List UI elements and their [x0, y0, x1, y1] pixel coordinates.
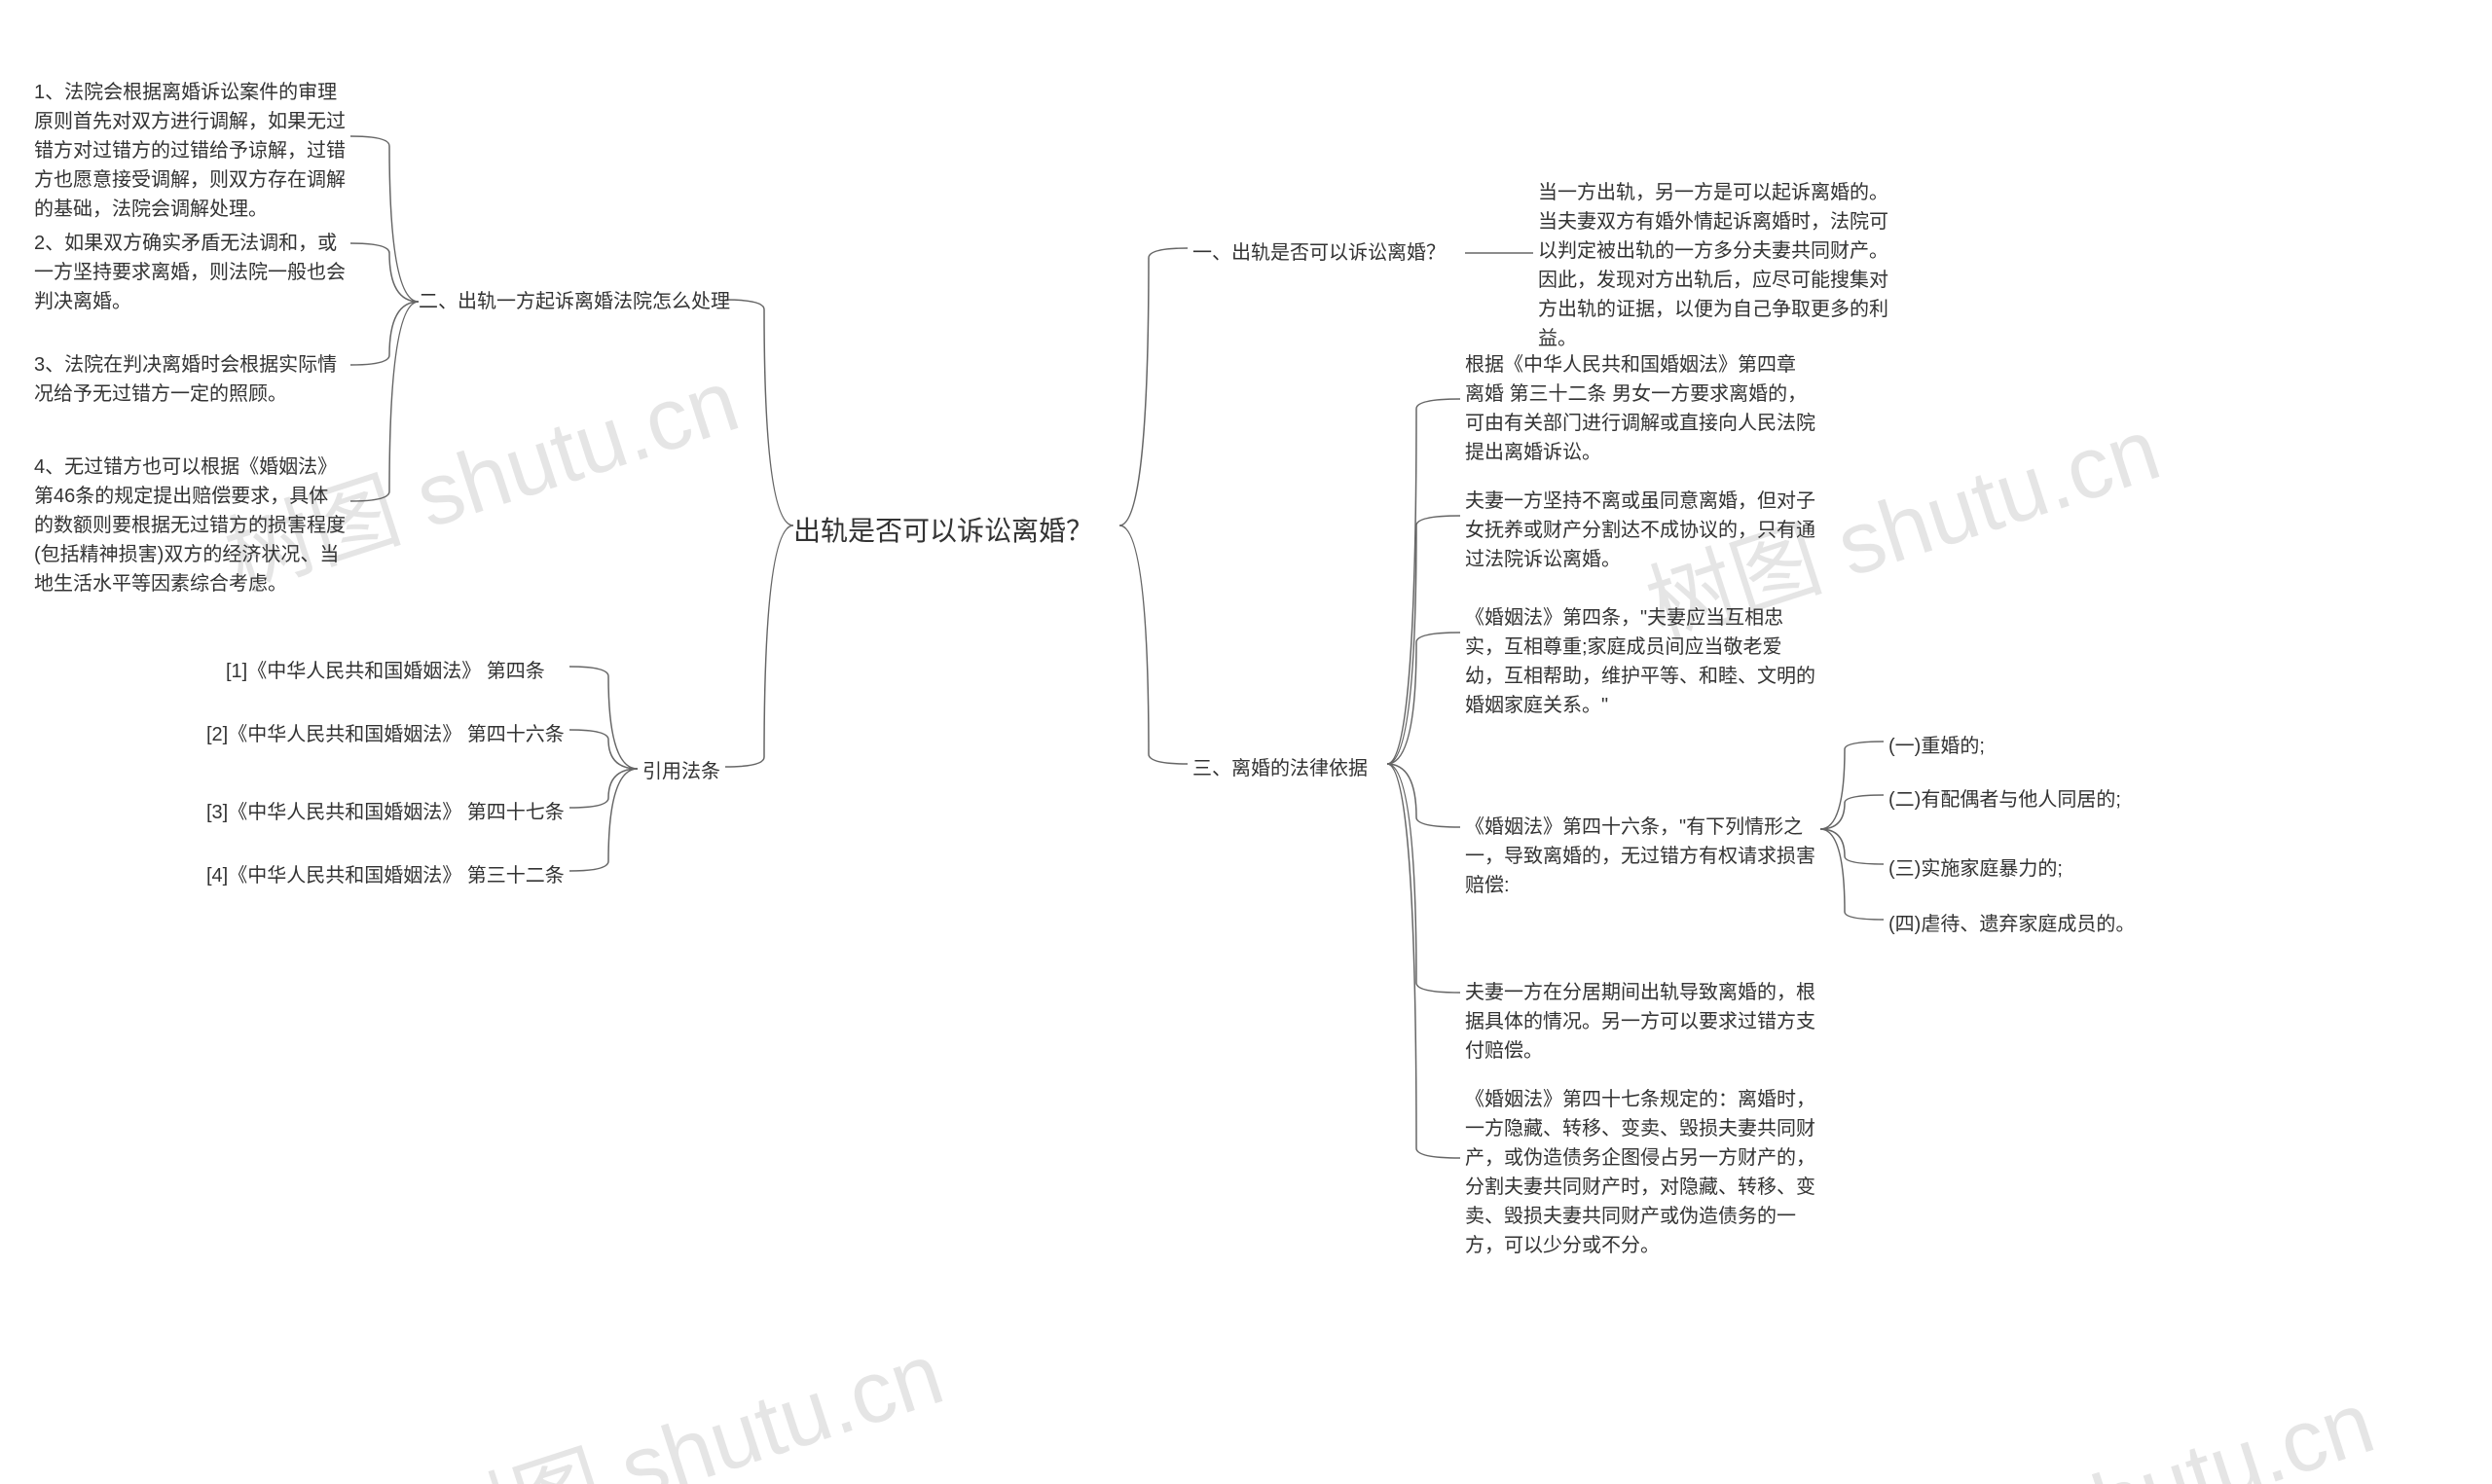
right-3-child-3: 《婚姻法》第四十六条，"有下列情形之一，导致离婚的，无过错方有权请求损害赔偿:	[1465, 813, 1815, 900]
mindmap-canvas: 树图 shutu.cn 树图 shutu.cn 树图 shutu.cn 树图 s…	[0, 0, 2492, 1484]
right-3-child-2: 《婚姻法》第四条，"夫妻应当互相忠实，互相尊重;家庭成员间应当敬老爱幼，互相帮助…	[1465, 603, 1815, 720]
watermark: 树图 shutu.cn	[412, 1303, 956, 1484]
right-1-child-0: 当一方出轨，另一方是可以起诉离婚的。当夫妻双方有婚外情起诉离婚时，法院可以判定被…	[1538, 178, 1888, 353]
conn-l2	[350, 136, 419, 506]
left-2-child-3: 4、无过错方也可以根据《婚姻法》第46条的规定提出赔偿要求，具体的数额则要根据无…	[34, 452, 346, 598]
right-3-3-sub-3: (四)虐待、遗弃家庭成员的。	[1888, 910, 2135, 939]
watermark: 树图 shutu.cn	[1843, 1352, 2387, 1484]
right-3-3-sub-2: (三)实施家庭暴力的;	[1888, 854, 2063, 884]
conn-left-root	[725, 300, 793, 767]
root-node: 出轨是否可以诉讼离婚？	[793, 511, 1093, 552]
left-ref-child-0: [1]《中华人民共和国婚姻法》 第四条	[226, 657, 545, 686]
left-2-child-0: 1、法院会根据离婚诉讼案件的审理原则首先对双方进行调解，如果无过错方对过错方的过…	[34, 78, 346, 224]
left-ref-child-1: [2]《中华人民共和国婚姻法》 第四十六条	[206, 720, 565, 749]
conn-lref	[569, 667, 638, 876]
left-branch-ref: 引用法条	[642, 757, 720, 786]
right-3-3-sub-0: (一)重婚的;	[1888, 732, 1985, 761]
left-ref-child-2: [3]《中华人民共和国婚姻法》 第四十七条	[206, 798, 565, 827]
right-3-child-5: 《婚姻法》第四十七条规定的：离婚时，一方隐藏、转移、变卖、毁损夫妻共同财产，或伪…	[1465, 1085, 1815, 1260]
conn-r3	[1387, 399, 1465, 1207]
left-2-child-1: 2、如果双方确实矛盾无法调和，或一方坚持要求离婚，则法院一般也会判决离婚。	[34, 229, 346, 316]
right-3-3-sub-1: (二)有配偶者与他人同居的;	[1888, 785, 2121, 814]
right-branch-3: 三、离婚的法律依据	[1192, 754, 1368, 783]
right-3-child-0: 根据《中华人民共和国婚姻法》第四章 离婚 第三十二条 男女一方要求离婚的，可由有…	[1465, 350, 1815, 467]
right-3-child-4: 夫妻一方在分居期间出轨导致离婚的，根据具体的情况。另一方可以要求过错方支付赔偿。	[1465, 978, 1815, 1066]
left-ref-child-3: [4]《中华人民共和国婚姻法》 第三十二条	[206, 861, 565, 890]
left-branch-2: 二、出轨一方起诉离婚法院怎么处理	[419, 287, 730, 316]
conn-right-root	[1119, 248, 1197, 764]
right-3-child-1: 夫妻一方坚持不离或虽同意离婚，但对子女抚养或财产分割达不成协议的，只有通过法院诉…	[1465, 487, 1815, 574]
right-branch-1: 一、出轨是否可以诉讼离婚？	[1192, 238, 1446, 268]
left-2-child-2: 3、法院在判决离婚时会根据实际情况给予无过错方一定的照顾。	[34, 350, 346, 409]
conn-r1	[1465, 248, 1533, 258]
conn-r3c3	[1820, 742, 1888, 936]
